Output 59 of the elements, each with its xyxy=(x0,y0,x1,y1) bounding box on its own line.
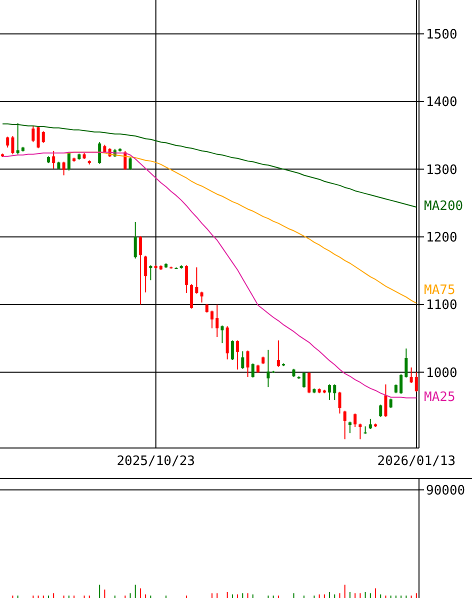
series-label: MA200 xyxy=(424,199,464,216)
candlestick xyxy=(251,362,254,378)
candlestick xyxy=(67,152,70,172)
candlestick xyxy=(400,374,403,394)
x-tick-label: 2025/10/23 xyxy=(116,454,195,470)
candlestick xyxy=(195,266,198,294)
candlestick xyxy=(308,372,311,394)
candlestick xyxy=(138,236,142,306)
candlestick xyxy=(410,366,413,384)
candlestick xyxy=(134,221,137,260)
candlestick xyxy=(276,340,280,368)
line-series xyxy=(2,123,417,208)
candlestick xyxy=(220,325,224,344)
candlestick xyxy=(338,391,342,414)
candlestick xyxy=(98,142,102,164)
y-tick-label: 1200 xyxy=(426,230,458,246)
candlestick xyxy=(216,304,219,338)
candlestick xyxy=(128,156,132,170)
candlestick xyxy=(358,423,362,440)
candlestick xyxy=(343,410,346,440)
candlestick xyxy=(184,264,188,294)
y-tick-label: 90000 xyxy=(426,483,466,498)
y-tick-label: 1000 xyxy=(426,366,458,381)
candlestick xyxy=(200,291,204,303)
y-tick-label: 1300 xyxy=(426,162,458,178)
candlestick xyxy=(36,126,40,149)
candlestick xyxy=(144,255,148,293)
candlestick xyxy=(246,350,250,378)
candlestick xyxy=(230,340,234,361)
candlestick xyxy=(384,384,388,418)
candlestick xyxy=(62,161,66,176)
candlestick xyxy=(6,136,10,148)
candlestick xyxy=(236,340,240,370)
candlestick xyxy=(32,125,35,143)
candlestick xyxy=(414,372,418,392)
candlestick xyxy=(11,136,14,155)
candlestick xyxy=(379,404,382,418)
candlestick xyxy=(328,384,332,400)
candlestick xyxy=(52,150,56,170)
candlestick xyxy=(190,284,194,310)
candlestick xyxy=(241,350,244,370)
candlestick xyxy=(266,349,270,388)
y-tick-label: 1500 xyxy=(426,27,458,42)
candlestick xyxy=(302,372,306,388)
candlestick xyxy=(354,412,357,428)
candlestick xyxy=(149,264,152,281)
y-tick-label: 1100 xyxy=(426,298,458,314)
series-label: MA75 xyxy=(424,282,456,299)
series-label: MA25 xyxy=(424,390,456,406)
candlestick xyxy=(333,384,336,400)
candlestick xyxy=(368,418,372,430)
candlestick xyxy=(348,421,352,434)
candlestick xyxy=(404,348,408,378)
candlestick xyxy=(16,122,20,155)
candlestick xyxy=(42,130,45,144)
x-tick-label: 2026/01/13 xyxy=(377,454,456,470)
y-tick-label: 1400 xyxy=(426,95,458,110)
candlestick xyxy=(210,310,214,329)
candlestick xyxy=(389,398,392,409)
